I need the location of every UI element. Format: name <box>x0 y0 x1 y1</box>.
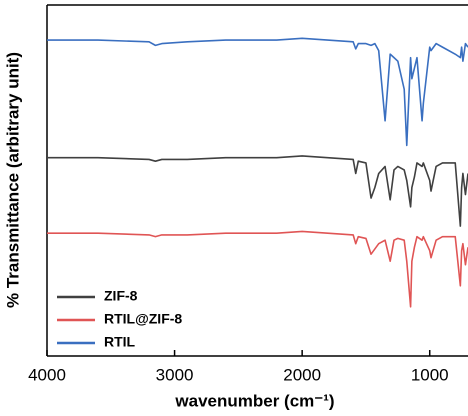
legend-label: RTIL <box>104 334 136 350</box>
series-line <box>47 230 468 308</box>
legend-label: RTIL@ZIF-8 <box>104 311 182 327</box>
x-tick-label: 2000 <box>283 365 321 384</box>
x-tick-label: 3000 <box>156 365 194 384</box>
x-tick-label: 1000 <box>411 365 449 384</box>
series-line <box>47 155 468 227</box>
y-axis-label: % Transmittance (arbitrary unit) <box>3 52 22 308</box>
x-tick-label: 4000 <box>28 365 66 384</box>
legend-label: ZIF-8 <box>104 288 138 304</box>
series-line <box>47 37 468 147</box>
x-axis-label: wavenumber (cm⁻¹) <box>174 391 334 410</box>
